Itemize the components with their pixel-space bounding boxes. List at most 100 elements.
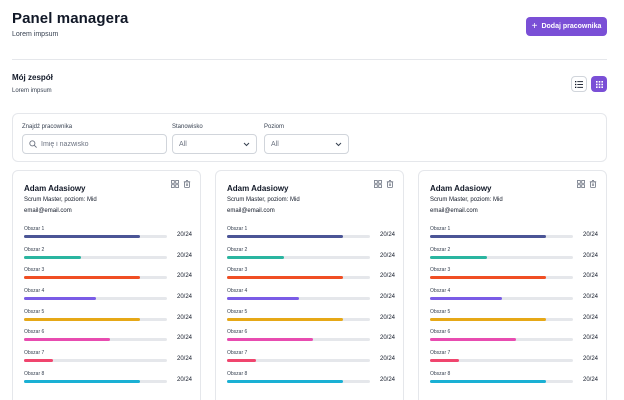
area-score: 20/24 bbox=[176, 294, 192, 301]
area-score: 20/24 bbox=[582, 294, 598, 301]
area-row: 20/24 bbox=[430, 356, 598, 365]
area-progress-fill bbox=[24, 276, 140, 280]
area-progress-fill bbox=[430, 317, 546, 321]
search-field[interactable] bbox=[22, 134, 167, 154]
area-label: Obszar 6 bbox=[24, 329, 45, 336]
trash-icon[interactable] bbox=[386, 180, 394, 188]
area-label: Obszar 7 bbox=[430, 350, 451, 357]
card-actions bbox=[577, 180, 597, 188]
area-row: 20/24 bbox=[430, 273, 598, 282]
area-item: Obszar 7 20/24 bbox=[227, 349, 395, 370]
layout-grid-icon[interactable] bbox=[577, 180, 585, 188]
area-row: 20/24 bbox=[24, 253, 192, 262]
area-progress-fill bbox=[24, 297, 96, 301]
area-label: Obszar 1 bbox=[24, 226, 45, 232]
area-list: Obszar 1 20/24 Obszar 2 20/24 Obszar 3 20/24 O… bbox=[227, 225, 395, 391]
add-employee-button[interactable]: + Dodaj pracownika bbox=[526, 17, 607, 36]
area-row: 20/24 bbox=[227, 273, 395, 282]
area-progress-track bbox=[430, 359, 573, 363]
area-label: Obszar 6 bbox=[227, 329, 248, 336]
area-label: Obszar 4 bbox=[24, 288, 45, 295]
area-progress-fill bbox=[430, 338, 516, 342]
area-label: Obszar 8 bbox=[227, 370, 248, 377]
filter-panel: Znajdź pracownika Stanowisko All Poziom … bbox=[12, 113, 607, 162]
area-item: Obszar 3 20/24 bbox=[430, 266, 598, 287]
area-row: 20/24 bbox=[227, 356, 395, 365]
area-label: Obszar 4 bbox=[430, 288, 451, 295]
trash-icon[interactable] bbox=[589, 180, 597, 188]
area-progress-track bbox=[227, 359, 370, 363]
area-item: Obszar 3 20/24 bbox=[227, 266, 395, 287]
area-list: Obszar 1 20/24 Obszar 2 20/24 Obszar 3 20/24 O… bbox=[430, 225, 598, 391]
area-progress-fill bbox=[227, 297, 299, 301]
area-progress-fill bbox=[430, 359, 459, 363]
area-progress-track bbox=[430, 338, 573, 342]
area-score: 20/24 bbox=[176, 273, 192, 280]
area-score: 20/24 bbox=[379, 314, 395, 321]
grid-view-button[interactable] bbox=[591, 76, 607, 92]
area-progress-fill bbox=[227, 317, 343, 321]
area-label: Obszar 4 bbox=[227, 288, 248, 295]
employee-email: email@email.com bbox=[227, 208, 275, 214]
area-score: 20/24 bbox=[379, 356, 395, 363]
area-row: 20/24 bbox=[430, 335, 598, 344]
area-item: Obszar 2 20/24 bbox=[430, 246, 598, 267]
employee-card[interactable]: Adam Adasiowy Scrum Master, poziom: Mid em… bbox=[418, 170, 607, 400]
area-row: 20/24 bbox=[227, 232, 395, 241]
area-label: Obszar 5 bbox=[24, 308, 45, 315]
area-progress-fill bbox=[430, 255, 488, 259]
area-score: 20/24 bbox=[176, 356, 192, 363]
area-row: 20/24 bbox=[430, 376, 598, 386]
area-row: 20/24 bbox=[227, 314, 395, 324]
area-label: Obszar 3 bbox=[430, 267, 451, 274]
area-score: 20/24 bbox=[379, 335, 395, 342]
area-label: Obszar 5 bbox=[227, 308, 248, 315]
area-row: 20/24 bbox=[227, 252, 395, 262]
area-label: Obszar 8 bbox=[430, 370, 451, 377]
area-progress-track bbox=[24, 379, 167, 383]
position-select[interactable]: All bbox=[172, 134, 257, 154]
area-score: 20/24 bbox=[582, 232, 598, 238]
chevron-down-icon bbox=[243, 142, 250, 146]
area-item: Obszar 2 20/24 bbox=[227, 246, 395, 267]
area-score: 20/24 bbox=[176, 335, 192, 342]
area-progress-fill bbox=[227, 338, 313, 342]
layout-grid-icon[interactable] bbox=[374, 180, 382, 188]
area-progress-track bbox=[227, 235, 370, 238]
area-progress-track bbox=[430, 276, 573, 280]
trash-icon[interactable] bbox=[183, 180, 191, 188]
area-progress-fill bbox=[227, 235, 343, 238]
area-label: Obszar 3 bbox=[227, 267, 248, 274]
area-progress-track bbox=[430, 235, 573, 238]
page-subtitle: Lorem impsum bbox=[12, 31, 59, 38]
area-item: Obszar 4 20/24 bbox=[24, 287, 192, 308]
area-progress-fill bbox=[24, 255, 82, 259]
plus-icon: + bbox=[531, 20, 538, 32]
area-progress-track bbox=[24, 297, 167, 301]
area-score: 20/24 bbox=[379, 252, 395, 259]
area-score: 20/24 bbox=[582, 376, 598, 383]
search-input[interactable] bbox=[41, 140, 161, 148]
area-progress-track bbox=[24, 235, 167, 238]
area-label: Obszar 1 bbox=[227, 226, 248, 232]
area-item: Obszar 7 20/24 bbox=[430, 349, 598, 370]
area-progress-track bbox=[24, 255, 167, 259]
area-progress-track bbox=[430, 297, 573, 301]
area-item: Obszar 8 20/24 bbox=[430, 370, 598, 391]
area-progress-fill bbox=[430, 235, 546, 238]
area-row: 20/24 bbox=[24, 273, 192, 282]
level-select[interactable]: All bbox=[264, 134, 349, 154]
area-label: Obszar 1 bbox=[430, 226, 451, 232]
area-progress-track bbox=[227, 379, 370, 383]
employee-card[interactable]: Adam Adasiowy Scrum Master, poziom: Mid em… bbox=[215, 170, 404, 400]
area-item: Obszar 4 20/24 bbox=[430, 287, 598, 308]
layout-grid-icon[interactable] bbox=[171, 180, 179, 188]
header-divider bbox=[12, 59, 607, 60]
area-progress-track bbox=[227, 338, 370, 342]
employee-card[interactable]: Adam Adasiowy Scrum Master, poziom: Mid em… bbox=[12, 170, 201, 400]
area-label: Obszar 7 bbox=[24, 350, 45, 357]
area-progress-fill bbox=[227, 359, 256, 363]
area-label: Obszar 7 bbox=[227, 350, 248, 357]
list-view-button[interactable] bbox=[571, 76, 587, 92]
employee-role: Scrum Master, poziom: Mid bbox=[227, 197, 300, 203]
